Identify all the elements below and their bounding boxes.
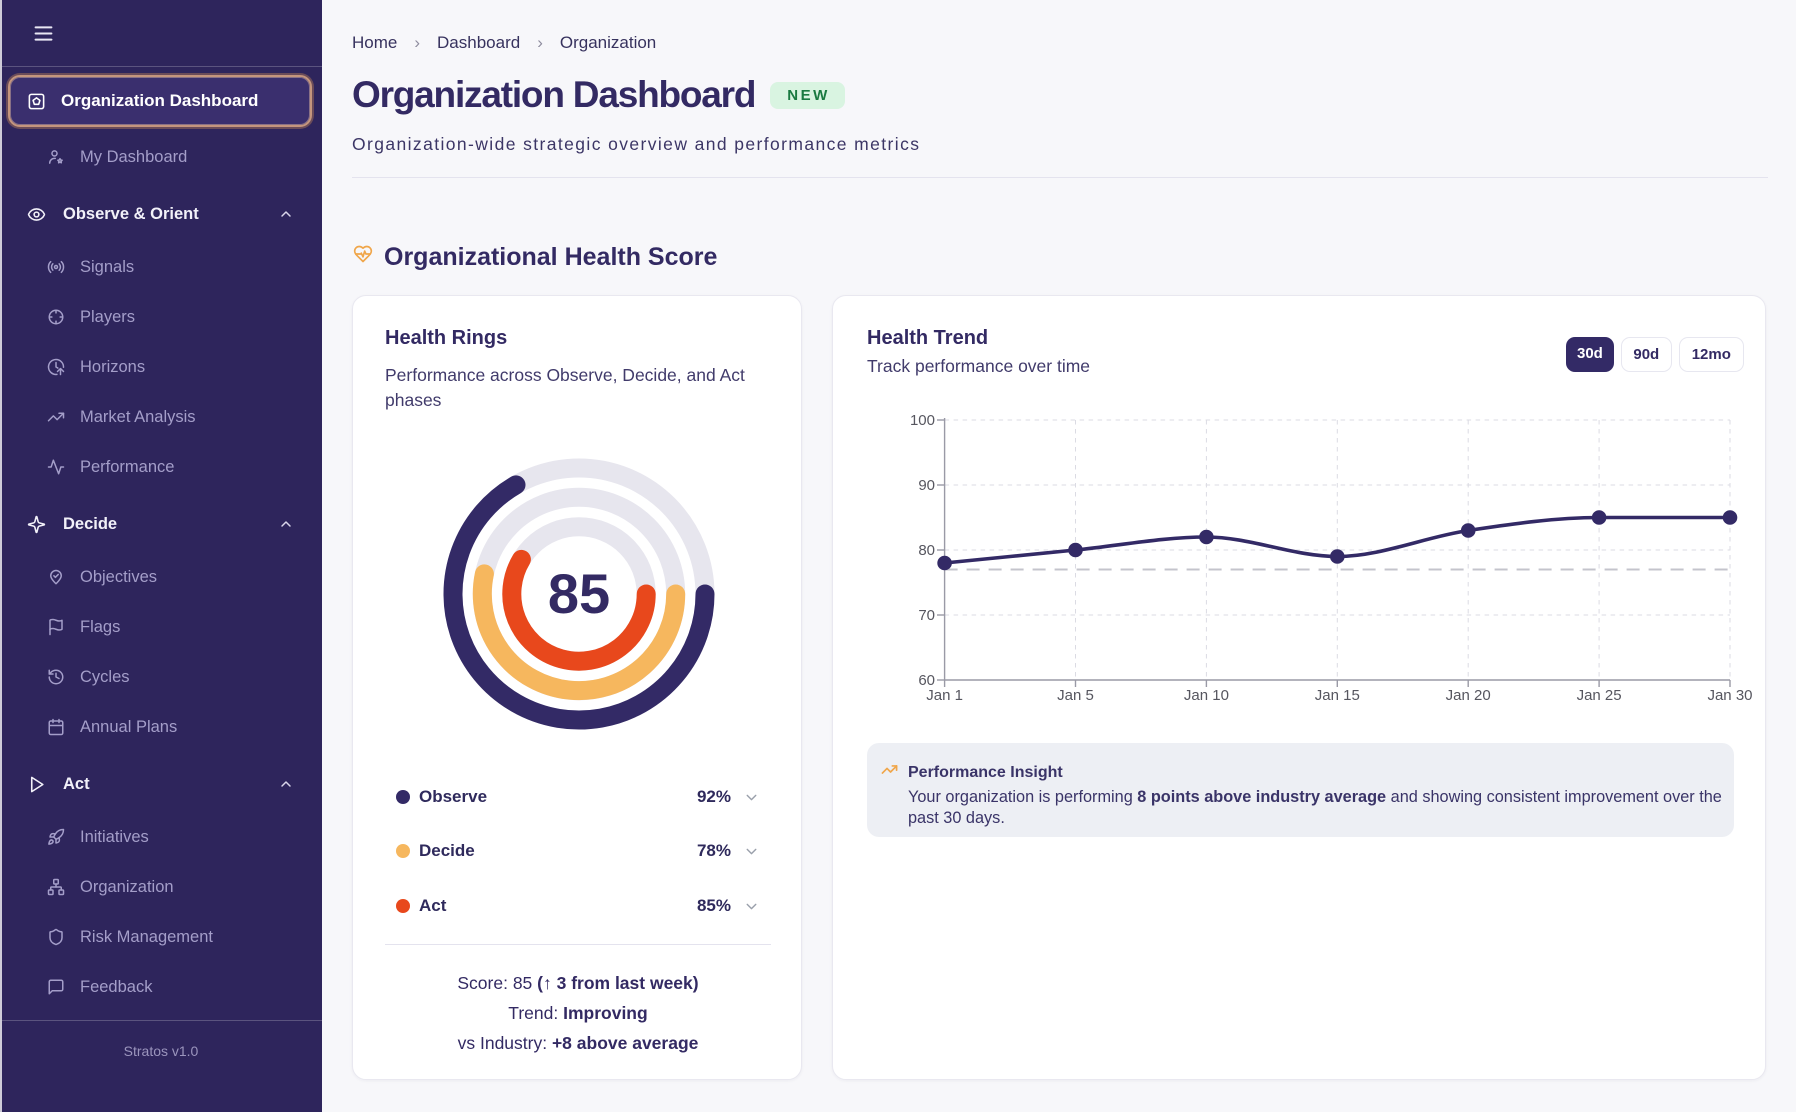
svg-text:80: 80	[918, 542, 935, 559]
svg-text:60: 60	[918, 672, 935, 689]
svg-text:Jan 5: Jan 5	[1057, 687, 1094, 704]
svg-text:90: 90	[918, 477, 935, 494]
svg-text:100: 100	[910, 412, 935, 429]
svg-text:Jan 15: Jan 15	[1315, 687, 1360, 704]
svg-text:85: 85	[548, 562, 610, 625]
svg-text:Jan 30: Jan 30	[1707, 687, 1752, 704]
svg-text:70: 70	[918, 607, 935, 624]
svg-text:Jan 20: Jan 20	[1446, 687, 1491, 704]
svg-text:Jan 10: Jan 10	[1184, 687, 1229, 704]
svg-text:Jan 1: Jan 1	[926, 687, 963, 704]
svg-text:Jan 25: Jan 25	[1577, 687, 1622, 704]
